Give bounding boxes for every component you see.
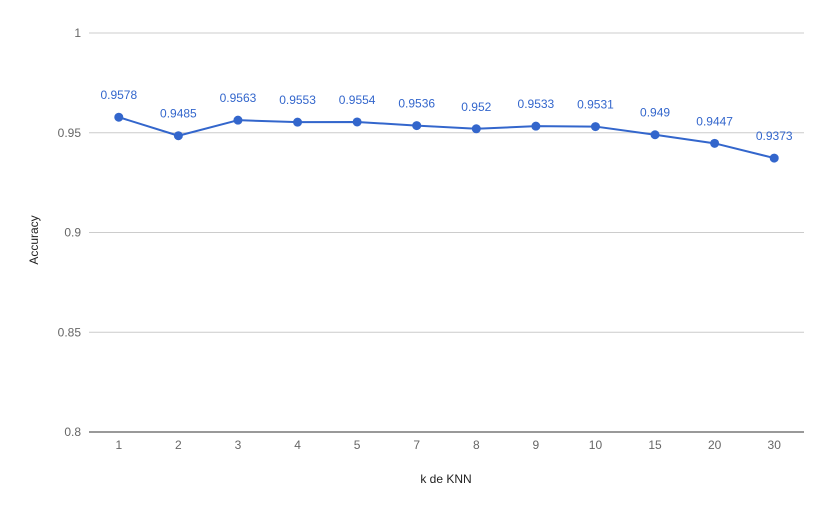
x-tick-label: 20 — [708, 438, 722, 452]
y-tick-label: 0.8 — [64, 425, 81, 439]
data-label: 0.9531 — [577, 98, 614, 112]
y-axis-title: Accuracy — [27, 215, 41, 264]
data-label: 0.9485 — [160, 107, 197, 121]
x-axis-ticks: 1 2 3 4 5 7 8 9 10 15 20 30 — [115, 438, 781, 452]
x-tick-label: 4 — [294, 438, 301, 452]
data-points — [114, 112, 779, 163]
x-tick-label: 9 — [533, 438, 540, 452]
data-point — [531, 121, 541, 131]
data-label: 0.949 — [640, 106, 670, 120]
data-point — [590, 122, 600, 132]
y-tick-label: 0.85 — [58, 325, 82, 339]
data-label: 0.952 — [461, 100, 491, 114]
gridlines — [89, 32, 804, 433]
data-labels: 0.9578 0.9485 0.9563 0.9553 0.9554 0.9536 0.95… — [100, 88, 792, 143]
data-point — [769, 153, 779, 163]
x-tick-label: 3 — [235, 438, 242, 452]
data-point — [233, 115, 243, 125]
data-point — [650, 130, 660, 140]
data-point — [114, 112, 124, 122]
x-tick-label: 2 — [175, 438, 182, 452]
y-tick-label: 0.9 — [64, 226, 81, 240]
x-tick-label: 8 — [473, 438, 480, 452]
data-label: 0.9578 — [100, 88, 137, 102]
data-point — [352, 117, 362, 127]
x-tick-label: 1 — [115, 438, 122, 452]
series-accuracy — [118, 116, 775, 160]
data-label: 0.9447 — [696, 114, 733, 128]
x-tick-label: 7 — [413, 438, 420, 452]
data-point — [471, 124, 481, 134]
y-axis-ticks: 0.8 0.85 0.9 0.95 1 — [58, 26, 82, 439]
data-point — [710, 138, 720, 148]
data-label: 0.9373 — [756, 129, 793, 143]
data-point — [412, 121, 422, 131]
data-label: 0.9533 — [518, 97, 555, 111]
data-label: 0.9553 — [279, 93, 316, 107]
series-line — [118, 116, 775, 160]
x-tick-label: 30 — [768, 438, 782, 452]
x-tick-label: 10 — [589, 438, 603, 452]
x-tick-label: 15 — [648, 438, 662, 452]
x-tick-label: 5 — [354, 438, 361, 452]
y-tick-label: 0.95 — [58, 126, 82, 140]
data-label: 0.9554 — [339, 93, 376, 107]
y-tick-label: 1 — [74, 26, 81, 40]
data-label: 0.9536 — [398, 97, 435, 111]
x-axis-title: k de KNN — [420, 472, 471, 486]
data-label: 0.9563 — [220, 91, 257, 105]
data-point — [173, 131, 183, 141]
data-point — [293, 117, 303, 127]
